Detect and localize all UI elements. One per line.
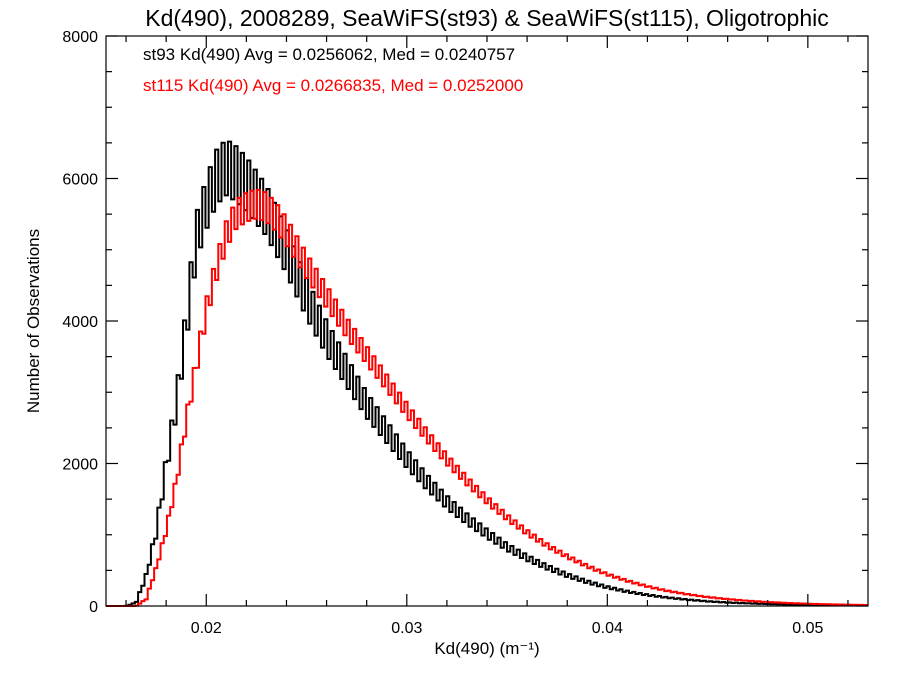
st115-histogram-series	[106, 188, 868, 607]
y-axis-label: Number of Observations	[24, 229, 43, 413]
y-tick-label: 0	[89, 599, 98, 616]
chart-title: Kd(490), 2008289, SeaWiFS(st93) & SeaWiF…	[145, 5, 829, 31]
plot-area: 0.02 0.03 0.04 0.05 0 2000 4000 6000 8000	[62, 29, 869, 637]
x-tick-label: 0.03	[391, 620, 422, 637]
plot-frame	[105, 35, 869, 607]
ticks-layer: 0.02 0.03 0.04 0.05 0 2000 4000 6000 8000	[62, 29, 868, 637]
series-layer	[106, 140, 868, 607]
y-tick-label: 8000	[62, 29, 98, 46]
x-tick-label: 0.02	[191, 620, 222, 637]
y-tick-label: 2000	[62, 457, 98, 474]
annotation-st115-stats: st115 Kd(490) Avg = 0.0266835, Med = 0.0…	[143, 76, 523, 95]
st93-histogram-series	[106, 140, 868, 607]
y-tick-label: 4000	[62, 314, 98, 331]
x-tick-label: 0.04	[592, 620, 623, 637]
y-tick-label: 6000	[62, 172, 98, 189]
x-tick-label: 0.05	[792, 620, 823, 637]
annotation-st93-stats: st93 Kd(490) Avg = 0.0256062, Med = 0.02…	[143, 45, 515, 64]
x-axis-label: Kd(490) (m⁻¹)	[434, 639, 539, 658]
